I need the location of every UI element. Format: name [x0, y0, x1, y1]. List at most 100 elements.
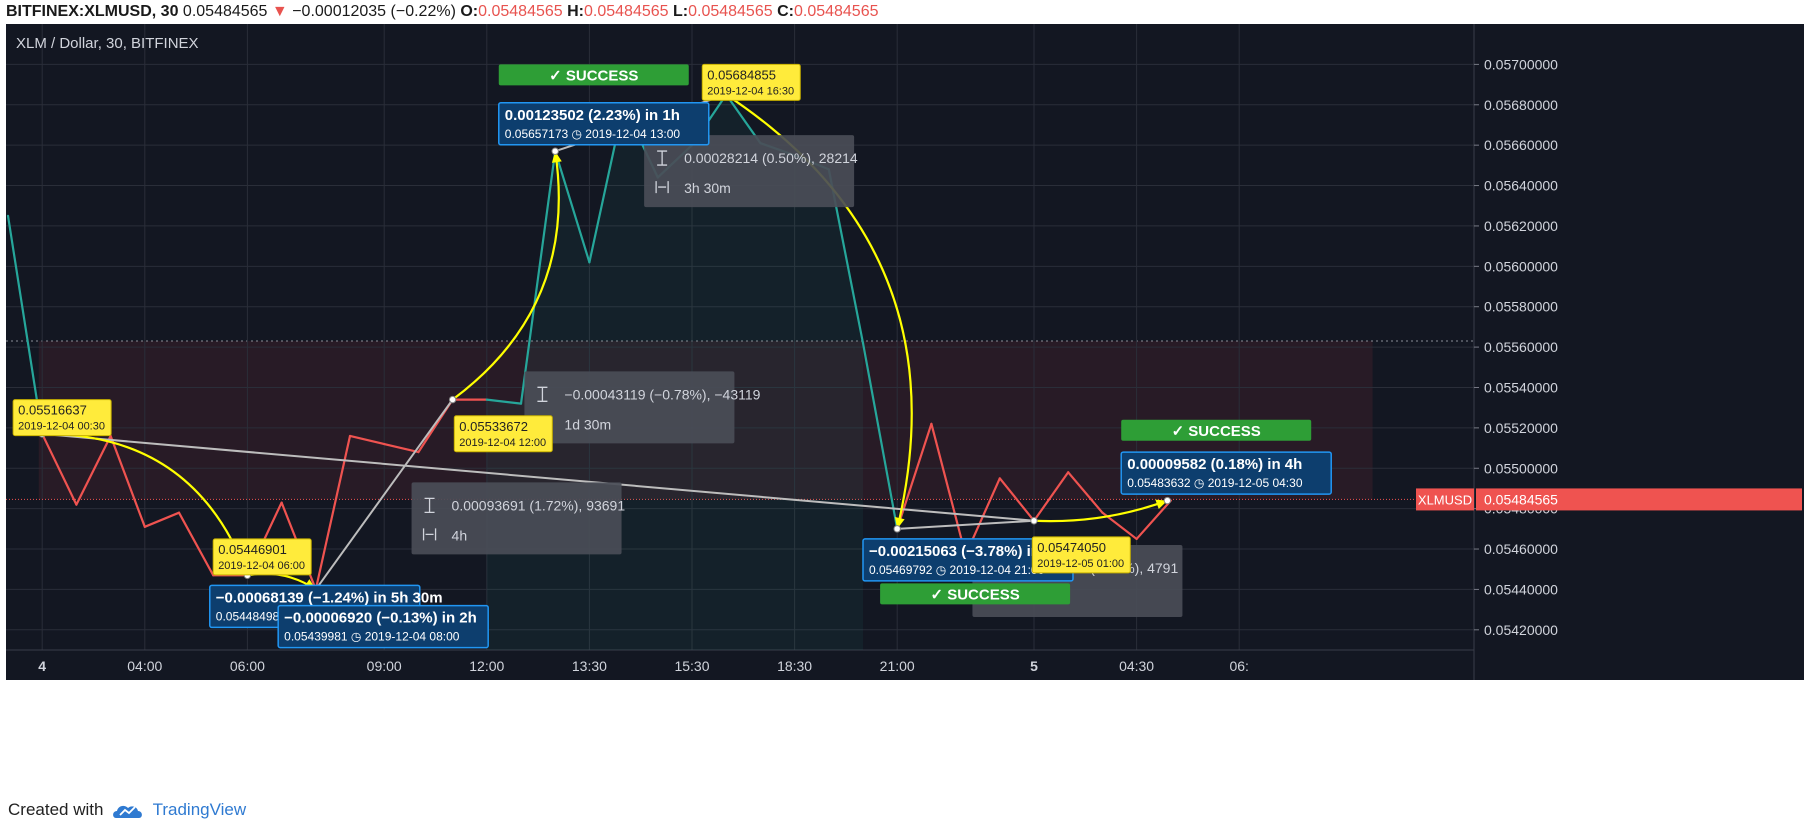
open-value: 0.05484565: [478, 3, 563, 20]
series-segment: [143, 511, 181, 528]
series-segment: [519, 150, 557, 405]
price-label-bg: [701, 63, 801, 101]
success-badge-label: ✓ SUCCESS: [549, 67, 638, 84]
y-tick-label: 0.05580000: [1484, 299, 1558, 315]
price-label-bg: [12, 399, 112, 437]
series-segment: [383, 442, 420, 454]
high-value: 0.05484565: [584, 3, 669, 20]
measure-box: −0.00043119 (−0.78%), −43119 1d 30m: [524, 371, 761, 444]
measure-box-bg: [524, 371, 735, 444]
success-badge: ✓ SUCCESS: [880, 583, 1071, 605]
price-label: 0.05446901 2019-12-04 06:00: [212, 538, 312, 576]
price-label-value: 0.05684855: [707, 67, 776, 82]
series-segment: [109, 434, 146, 528]
series-segment: [348, 434, 386, 446]
trade-label-bg: [1120, 451, 1332, 495]
x-tick-label: 09:00: [367, 658, 402, 674]
tradingview-brand[interactable]: TradingView: [152, 800, 247, 819]
trade-label-sub: 0.05439981 ◷ 2019-12-04 08:00: [284, 630, 460, 644]
success-badge: ✓ SUCCESS: [498, 64, 689, 86]
price-label-bg: [212, 538, 312, 576]
price-label-date: 2019-12-04 12:00: [459, 437, 546, 449]
trend-arrow: [1033, 499, 1168, 523]
last-price-tag: 0.05484565: [1484, 491, 1558, 507]
x-tick-label: 12:00: [469, 658, 504, 674]
trade-label-sub: 0.05483632 ◷ 2019-12-05 04:30: [1127, 476, 1303, 490]
series-segment: [75, 434, 112, 506]
price-range-icon: [537, 386, 548, 402]
success-badge-bg: [880, 583, 1071, 605]
series-segment: [896, 422, 933, 530]
close-value: 0.05484565: [793, 3, 879, 20]
trade-label-main: 0.00123502 (2.23%) in 1h: [505, 107, 680, 124]
x-tick-label: 18:30: [777, 658, 812, 674]
x-tick-label: 4: [38, 658, 46, 674]
measure-box-bg: [411, 482, 622, 555]
success-badge-bg: [1121, 419, 1312, 441]
x-tick-label: 15:30: [674, 658, 709, 674]
price-label-value: 0.05516637: [18, 403, 87, 418]
y-tick-label: 0.05560000: [1484, 339, 1558, 355]
measure-box: 0.00028214 (0.50%), 28214 3h 30m: [644, 135, 858, 208]
y-tick-label: 0.05420000: [1484, 622, 1558, 638]
price-label-date: 2019-12-05 01:00: [1037, 558, 1124, 570]
series-segment: [41, 432, 78, 506]
symbol-header: BITFINEX:XLMUSD, 30 0.05484565 ▼ −0.0001…: [6, 0, 879, 24]
trade-label-main: −0.00006920 (−0.13%) in 2h: [284, 610, 477, 627]
series-segment: [1032, 471, 1070, 522]
y-tick-label: 0.05540000: [1484, 379, 1558, 395]
series-segment: [1135, 499, 1172, 541]
measure-bars: 3h 30m: [684, 180, 731, 196]
measure-bars: 1d 30m: [564, 416, 611, 432]
trade-label: 0.00009582 (0.18%) in 4h 0.05483632 ◷ 201…: [1120, 451, 1332, 495]
anchor-point: [1163, 496, 1172, 505]
x-tick-label: 06:00: [230, 658, 265, 674]
price-label: 0.05533672 2019-12-04 12:00: [453, 415, 553, 453]
price-label-value: 0.05474050: [1037, 540, 1106, 555]
success-badge-label: ✓ SUCCESS: [930, 586, 1019, 603]
price-label: 0.05684855 2019-12-04 16:30: [701, 63, 801, 101]
price-label-bg: [453, 415, 553, 453]
price-axis-background: [1474, 24, 1804, 680]
series-segment: [861, 341, 899, 530]
measure-box: 0.00093691 (1.72%), 93691 4h: [411, 482, 625, 555]
y-tick-label: 0.05640000: [1484, 178, 1558, 194]
measure-line: [314, 399, 454, 591]
trade-label-bg: [498, 102, 710, 146]
x-tick-label: 04:00: [127, 658, 162, 674]
success-badge-label: ✓ SUCCESS: [1172, 423, 1261, 440]
anchor-point: [893, 525, 901, 533]
trade-label-sub: 0.05469792 ◷ 2019-12-04 21:00: [869, 563, 1045, 577]
series-segment: [930, 422, 967, 557]
chart-title: XLM / Dollar, 30, BITFINEX: [16, 35, 199, 52]
price-label-bg: [1031, 536, 1131, 574]
symbol-title: BITFINEX:XLMUSD, 30: [6, 3, 179, 20]
x-tick-label: 13:30: [572, 658, 607, 674]
x-tick-label: 04:30: [1119, 658, 1154, 674]
series-segment: [554, 150, 591, 264]
symbol-tag-bg: [1416, 488, 1474, 511]
bar-range-icon: [422, 528, 437, 541]
measure-range: −0.00043119 (−0.78%), −43119: [564, 386, 760, 402]
price-label: 0.05516637 2019-12-04 00:30: [12, 399, 112, 437]
series-segment: [177, 511, 215, 577]
x-tick-label: 5: [1030, 658, 1038, 674]
created-with-text: Created with: [8, 800, 104, 819]
symbol-tag: XLMUSD: [1418, 492, 1472, 507]
y-tick-label: 0.05520000: [1484, 420, 1558, 436]
x-tick-label: 06:: [1229, 658, 1248, 674]
measure-bars: 4h: [452, 527, 468, 543]
anchor-point: [551, 147, 559, 155]
open-label: O:: [460, 3, 479, 20]
y-tick-label: 0.05440000: [1484, 581, 1558, 597]
price-chart[interactable]: 0.054200000.054400000.054600000.05480000…: [0, 24, 1804, 782]
trend-arrow: [451, 151, 560, 401]
price-label-date: 2019-12-04 16:30: [707, 85, 794, 97]
success-badge-bg: [498, 64, 689, 86]
series-segment: [485, 398, 523, 405]
x-tick-label: 21:00: [880, 658, 915, 674]
trade-label: 0.00123502 (2.23%) in 1h 0.05657173 ◷ 201…: [498, 102, 710, 146]
price-change: −0.00012035 (−0.22%): [292, 3, 456, 20]
last-price-tag-bg: [1476, 488, 1802, 511]
series-segment: [1067, 471, 1104, 514]
